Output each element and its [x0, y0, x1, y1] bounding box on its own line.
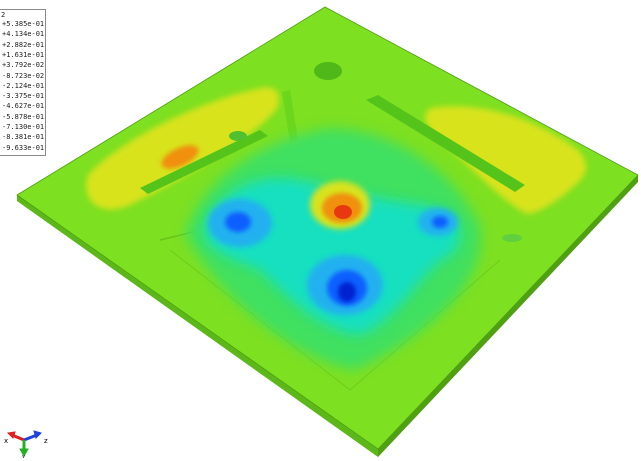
contour-blue-left [225, 212, 251, 232]
legend-label: -8.381e-01 [2, 133, 45, 142]
triad-z-label: z [44, 437, 48, 445]
legend-title: 2 [1, 11, 6, 19]
triad-y-arrow [19, 448, 29, 458]
legend-label: +2.882e-01 [2, 40, 45, 49]
contour-orange-left [161, 145, 199, 169]
contour-spot-right [502, 234, 522, 242]
contour-deepblue-bottom [338, 282, 356, 302]
contour-blue-right [432, 216, 448, 228]
legend-label: -4.627e-01 [2, 102, 45, 111]
legend-label: -2.124e-01 [2, 81, 45, 90]
legend-label: +1.631e-01 [2, 50, 45, 59]
legend-label: -9.633e-01 [2, 143, 45, 152]
bump-top [314, 62, 342, 80]
contour-spot-left [229, 131, 247, 141]
triad-z-axis [23, 433, 38, 442]
legend-label: +4.134e-01 [2, 30, 45, 39]
legend-label: -8.723e-02 [2, 71, 45, 80]
legend-label: -5.878e-01 [2, 112, 45, 121]
legend-label: +3.792e-02 [2, 61, 45, 70]
ridge-left [140, 130, 268, 194]
triad-y-label: y [22, 454, 25, 458]
axis-triad[interactable]: x z y [4, 418, 54, 458]
ridge-right [366, 95, 525, 192]
legend-label: -3.375e-01 [2, 92, 45, 101]
triad-x-label: x [4, 437, 8, 445]
ridge-divider [282, 90, 298, 142]
triad-x-arrow [6, 431, 16, 439]
plate-outline [16, 6, 639, 450]
triad-z-arrow [33, 430, 42, 439]
legend-label: +5.385e-01 [2, 20, 45, 28]
contour-field [86, 62, 586, 391]
contour-legend: 2 +5.385e-01 +4.134e-01 +2.882e-01 +1.631e-… [0, 9, 46, 156]
contour-red-peak [334, 205, 352, 219]
legend-label: -7.130e-01 [2, 123, 45, 131]
plate-side-front [17, 195, 378, 457]
plate-side-right [378, 175, 638, 457]
contour-yellow-right-strip [425, 106, 586, 214]
